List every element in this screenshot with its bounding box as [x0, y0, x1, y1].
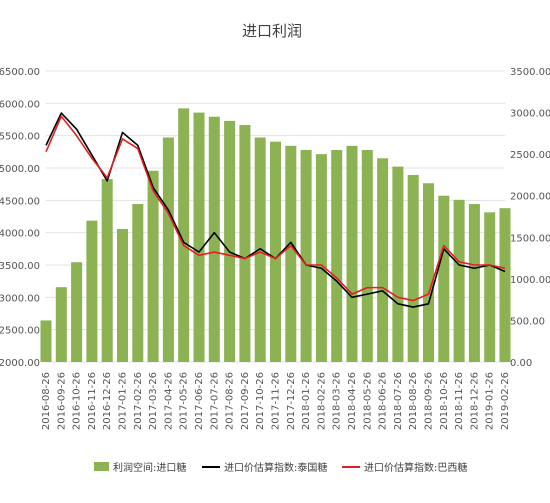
profit-bar — [40, 320, 52, 362]
x-tick-label: 2017-05-26 — [179, 372, 190, 430]
x-tick-label: 2018-07-26 — [393, 372, 404, 430]
x-tick-label: 2017-10-26 — [255, 372, 266, 430]
legend-swatch-profit-bar — [94, 462, 109, 471]
x-tick-label: 2018-10-26 — [439, 372, 450, 430]
x-tick-label: 2017-06-26 — [194, 372, 205, 430]
profit-bar — [208, 116, 220, 362]
x-tick-label: 2018-02-26 — [316, 372, 327, 430]
profit-bar — [55, 287, 67, 362]
left-tick-label: 4500.00 — [0, 196, 40, 207]
x-tick-label: 2018-05-26 — [362, 372, 373, 430]
profit-bar — [132, 204, 144, 362]
profit-bar — [147, 170, 159, 362]
right-tick-label: 3500.00 — [510, 67, 550, 78]
x-tick-label: 2018-08-26 — [408, 372, 419, 430]
profit-bar — [86, 220, 98, 362]
profit-bar — [346, 145, 358, 362]
profit-bar — [438, 195, 450, 362]
right-tick-label: 3000.00 — [510, 109, 550, 120]
x-tick-label: 2018-01-26 — [301, 372, 312, 430]
left-tick-label: 3000.00 — [0, 293, 40, 304]
legend-label-profit: 利润空间:进口糖 — [113, 461, 186, 474]
profit-bar — [300, 149, 312, 362]
right-tick-label: 2000.00 — [510, 192, 550, 203]
right-tick-label: 0.00 — [510, 358, 532, 369]
legend-label-brazil: 进口价估算指数:巴西糖 — [364, 461, 467, 474]
x-tick-label: 2017-07-26 — [209, 372, 220, 430]
legend: 利润空间:进口糖 进口价估算指数:泰国糖 进口价估算指数:巴西糖 — [94, 461, 467, 474]
right-tick-label: 1000.00 — [510, 275, 550, 286]
x-tick-label: 2016-08-26 — [41, 372, 52, 430]
profit-bar — [101, 179, 113, 362]
profit-bar — [285, 145, 297, 362]
left-tick-label: 3500.00 — [0, 261, 40, 272]
profit-bar — [331, 149, 343, 362]
x-axis-ticks: 2016-08-26 2016-09-26 2016-10-26 2016-11-26… — [41, 372, 511, 430]
left-tick-label: 2500.00 — [0, 326, 40, 337]
left-tick-label: 4000.00 — [0, 229, 40, 240]
profit-bar — [162, 137, 174, 362]
x-tick-label: 2018-12-26 — [469, 372, 480, 430]
x-tick-label: 2018-03-26 — [332, 372, 343, 430]
profit-bar — [193, 112, 205, 362]
left-tick-label: 5000.00 — [0, 164, 40, 175]
profit-bars — [40, 108, 511, 363]
x-tick-label: 2019-01-26 — [485, 372, 496, 430]
x-tick-label: 2017-08-26 — [225, 372, 236, 430]
x-tick-label: 2018-06-26 — [378, 372, 389, 430]
profit-bar — [224, 120, 236, 362]
profit-bar — [239, 125, 251, 363]
profit-bar — [71, 262, 83, 362]
x-tick-label: 2017-12-26 — [286, 372, 297, 430]
right-tick-label: 1500.00 — [510, 233, 550, 244]
x-tick-label: 2017-09-26 — [240, 372, 251, 430]
right-axis-ticks: 0.00 500.00 1000.00 1500.00 2000.00 2500.00 30… — [510, 67, 550, 369]
profit-bar — [422, 183, 435, 362]
profit-bar — [178, 108, 190, 363]
brazil-price-line — [45, 115, 506, 302]
left-tick-label: 6500.00 — [0, 67, 40, 78]
profit-bar — [269, 141, 282, 362]
profit-bar — [315, 154, 327, 362]
x-tick-label: 2019-02-26 — [500, 372, 511, 430]
x-tick-label: 2018-04-26 — [347, 372, 358, 430]
left-tick-label: 5500.00 — [0, 132, 40, 143]
profit-bar — [407, 174, 419, 362]
x-tick-label: 2018-09-26 — [424, 372, 435, 430]
x-tick-label: 2017-04-26 — [163, 372, 174, 430]
x-tick-label: 2017-11-26 — [271, 372, 282, 430]
profit-bar — [484, 212, 496, 362]
left-tick-label: 2000.00 — [0, 358, 40, 369]
x-tick-label: 2017-01-26 — [118, 372, 129, 430]
x-tick-label: 2016-09-26 — [56, 372, 67, 430]
x-tick-label: 2016-11-26 — [87, 372, 98, 430]
x-tick-label: 2018-11-26 — [454, 372, 465, 430]
left-tick-label: 6000.00 — [0, 99, 40, 110]
profit-bar — [392, 166, 404, 362]
price-lines — [45, 112, 506, 308]
x-tick-label: 2017-02-26 — [133, 372, 144, 430]
profit-bar — [499, 208, 511, 362]
left-axis-ticks: 2000.00 2500.00 3000.00 3500.00 4000.00 4500.… — [0, 67, 40, 369]
profit-bar — [377, 158, 389, 362]
profit-bar — [116, 228, 129, 362]
x-tick-label: 2016-12-26 — [102, 372, 113, 430]
chart-title: 进口利润 — [242, 22, 302, 40]
right-tick-label: 2500.00 — [510, 150, 550, 161]
profit-bar — [361, 149, 373, 362]
x-tick-label: 2016-10-26 — [72, 372, 83, 430]
right-tick-label: 500.00 — [510, 316, 545, 327]
profit-bar — [453, 199, 465, 362]
profit-bar — [468, 204, 480, 362]
legend-label-thai: 进口价估算指数:泰国糖 — [224, 461, 327, 474]
x-tick-label: 2017-03-26 — [148, 372, 159, 430]
